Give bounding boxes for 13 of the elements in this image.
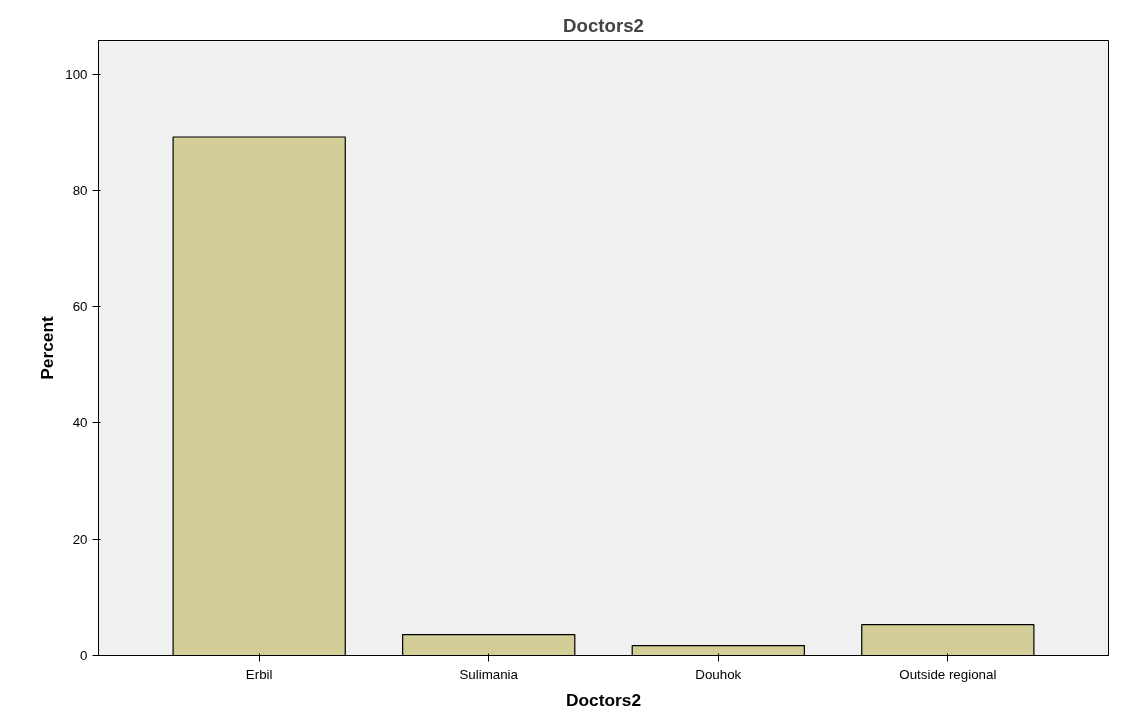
y-axis-title: Percent <box>37 315 58 380</box>
x-tick-label: Sulimania <box>459 666 519 682</box>
y-tick-label: 60 <box>72 299 88 315</box>
chart-title: Doctors2 <box>563 14 644 36</box>
y-tick-label: 40 <box>72 415 88 431</box>
x-tick-label: Erbil <box>245 666 273 682</box>
y-tick-label: 0 <box>80 648 88 663</box>
y-tick-label: 80 <box>72 182 88 198</box>
x-tick-label: Outside regional <box>899 666 997 682</box>
y-tick-label: 100 <box>65 66 88 82</box>
x-tick-label: Douhok <box>695 666 742 682</box>
x-axis-title: Doctors2 <box>565 689 642 710</box>
y-tick-label: 20 <box>72 531 88 547</box>
